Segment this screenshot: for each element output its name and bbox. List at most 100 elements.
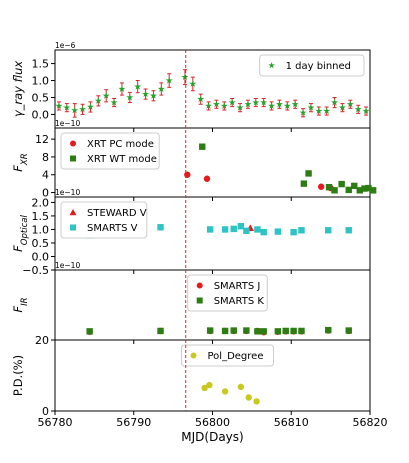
data-point (260, 328, 267, 335)
data-point (315, 107, 323, 115)
data-point (354, 105, 362, 113)
x-tick-label: 56790 (116, 416, 151, 429)
y-tick-label: 4 (42, 169, 49, 182)
data-point (338, 103, 346, 111)
data-point (356, 187, 363, 194)
data-point (212, 100, 220, 108)
data-point (300, 180, 308, 187)
panel-xr: 0 4 8 12 1e−10 FXR XRT PC mode XRT WT mode (11, 119, 377, 201)
data-point (307, 103, 315, 111)
legend: 1 day binned (259, 54, 365, 77)
legend-entry: SMARTS K (214, 296, 265, 307)
data-point (361, 185, 368, 192)
data-point (94, 97, 102, 104)
series-1-day-binned (55, 69, 370, 118)
data-point (221, 226, 229, 233)
data-point (369, 187, 377, 194)
data-point (237, 383, 245, 391)
data-point (189, 80, 197, 87)
data-point (237, 223, 245, 230)
data-point (228, 98, 236, 106)
data-point (298, 327, 305, 335)
legend-entry: SMARTS V (87, 223, 138, 234)
axis-multiplier: 1e−10 (55, 119, 80, 128)
data-point (351, 182, 358, 190)
panel-optical: −0.50.00.51.01.52.0 1e−10 FOptical STEWARD … (11, 188, 371, 277)
legend-box (60, 201, 148, 239)
y-tick-label: 0.5 (32, 237, 50, 250)
data-point (290, 228, 297, 236)
data-point (206, 226, 214, 233)
data-point (157, 224, 164, 231)
data-point (86, 103, 94, 110)
data-point (254, 226, 261, 233)
data-point (220, 102, 228, 109)
legend-entry: XRT PC mode (87, 139, 154, 150)
y-axis-label: γ_ray flux (11, 61, 25, 118)
data-point (149, 92, 157, 99)
y-tick-label: 20 (35, 334, 49, 347)
panel-gamma: 0.0 0.5 1.0 1.5 1e−6 γ_ray flux 1 day binned (11, 41, 371, 132)
legend: XRT PC mode XRT WT mode (60, 132, 160, 170)
y-tick-label: 1.0 (32, 223, 50, 236)
legend: SMARTS J SMARTS K (187, 274, 268, 312)
data-point (199, 143, 206, 150)
legend-marker (190, 352, 197, 359)
data-point (345, 227, 352, 234)
data-point (345, 327, 352, 334)
legend-box (259, 54, 365, 77)
data-point (126, 93, 134, 101)
y-tick-label: 8 (42, 151, 49, 164)
legend: STEWARD V SMARTS V (60, 201, 148, 239)
y-tick-label: 1.5 (32, 210, 50, 223)
legend-marker (70, 140, 76, 147)
data-point (206, 381, 213, 389)
data-point (283, 102, 291, 109)
data-point (325, 326, 332, 334)
data-point (181, 73, 189, 81)
y-axis-label: FIR (11, 297, 30, 312)
data-point (338, 180, 345, 188)
data-point (260, 228, 267, 236)
series-smarts-v (86, 223, 352, 239)
legend-entry: STEWARD V (87, 208, 147, 219)
data-point (134, 82, 142, 90)
data-point (362, 107, 370, 115)
data-point (268, 102, 276, 109)
data-point (245, 394, 252, 401)
y-tick-label: 0 (42, 187, 49, 200)
y-tick-label: −0.5 (22, 264, 49, 277)
data-point (346, 100, 354, 108)
y-tick-label: 1.0 (32, 75, 50, 88)
y-axis-label: FOptical (11, 215, 30, 252)
data-point (142, 90, 150, 98)
data-point (203, 175, 211, 182)
y-tick-label: 2.0 (32, 196, 50, 209)
data-point (201, 384, 208, 392)
data-point (252, 98, 260, 106)
data-point (331, 187, 338, 194)
data-point (110, 98, 118, 106)
y-tick-label: 12 (35, 133, 49, 146)
series-smarts-k (86, 326, 352, 335)
data-point (331, 98, 339, 106)
data-point (305, 170, 312, 177)
data-point (236, 103, 244, 111)
legend-entry: XRT WT mode (87, 154, 157, 165)
data-point (184, 171, 191, 178)
y-tick-label: 0 (42, 405, 49, 418)
data-point (71, 106, 79, 114)
data-point (79, 105, 87, 113)
x-tick-label: 56780 (38, 416, 73, 429)
data-point (345, 186, 352, 194)
data-point (197, 95, 205, 103)
data-point (290, 327, 297, 335)
y-axis-label: FXR (11, 153, 30, 171)
x-tick-label: 56800 (195, 416, 230, 429)
legend-marker (196, 282, 203, 289)
data-point (205, 102, 213, 109)
data-point (206, 327, 214, 334)
data-point (230, 327, 237, 334)
legend-entry: Pol_Degree (208, 351, 264, 362)
panel-ir: 1e−10 FIR SMARTS J SMARTS K (11, 261, 371, 344)
